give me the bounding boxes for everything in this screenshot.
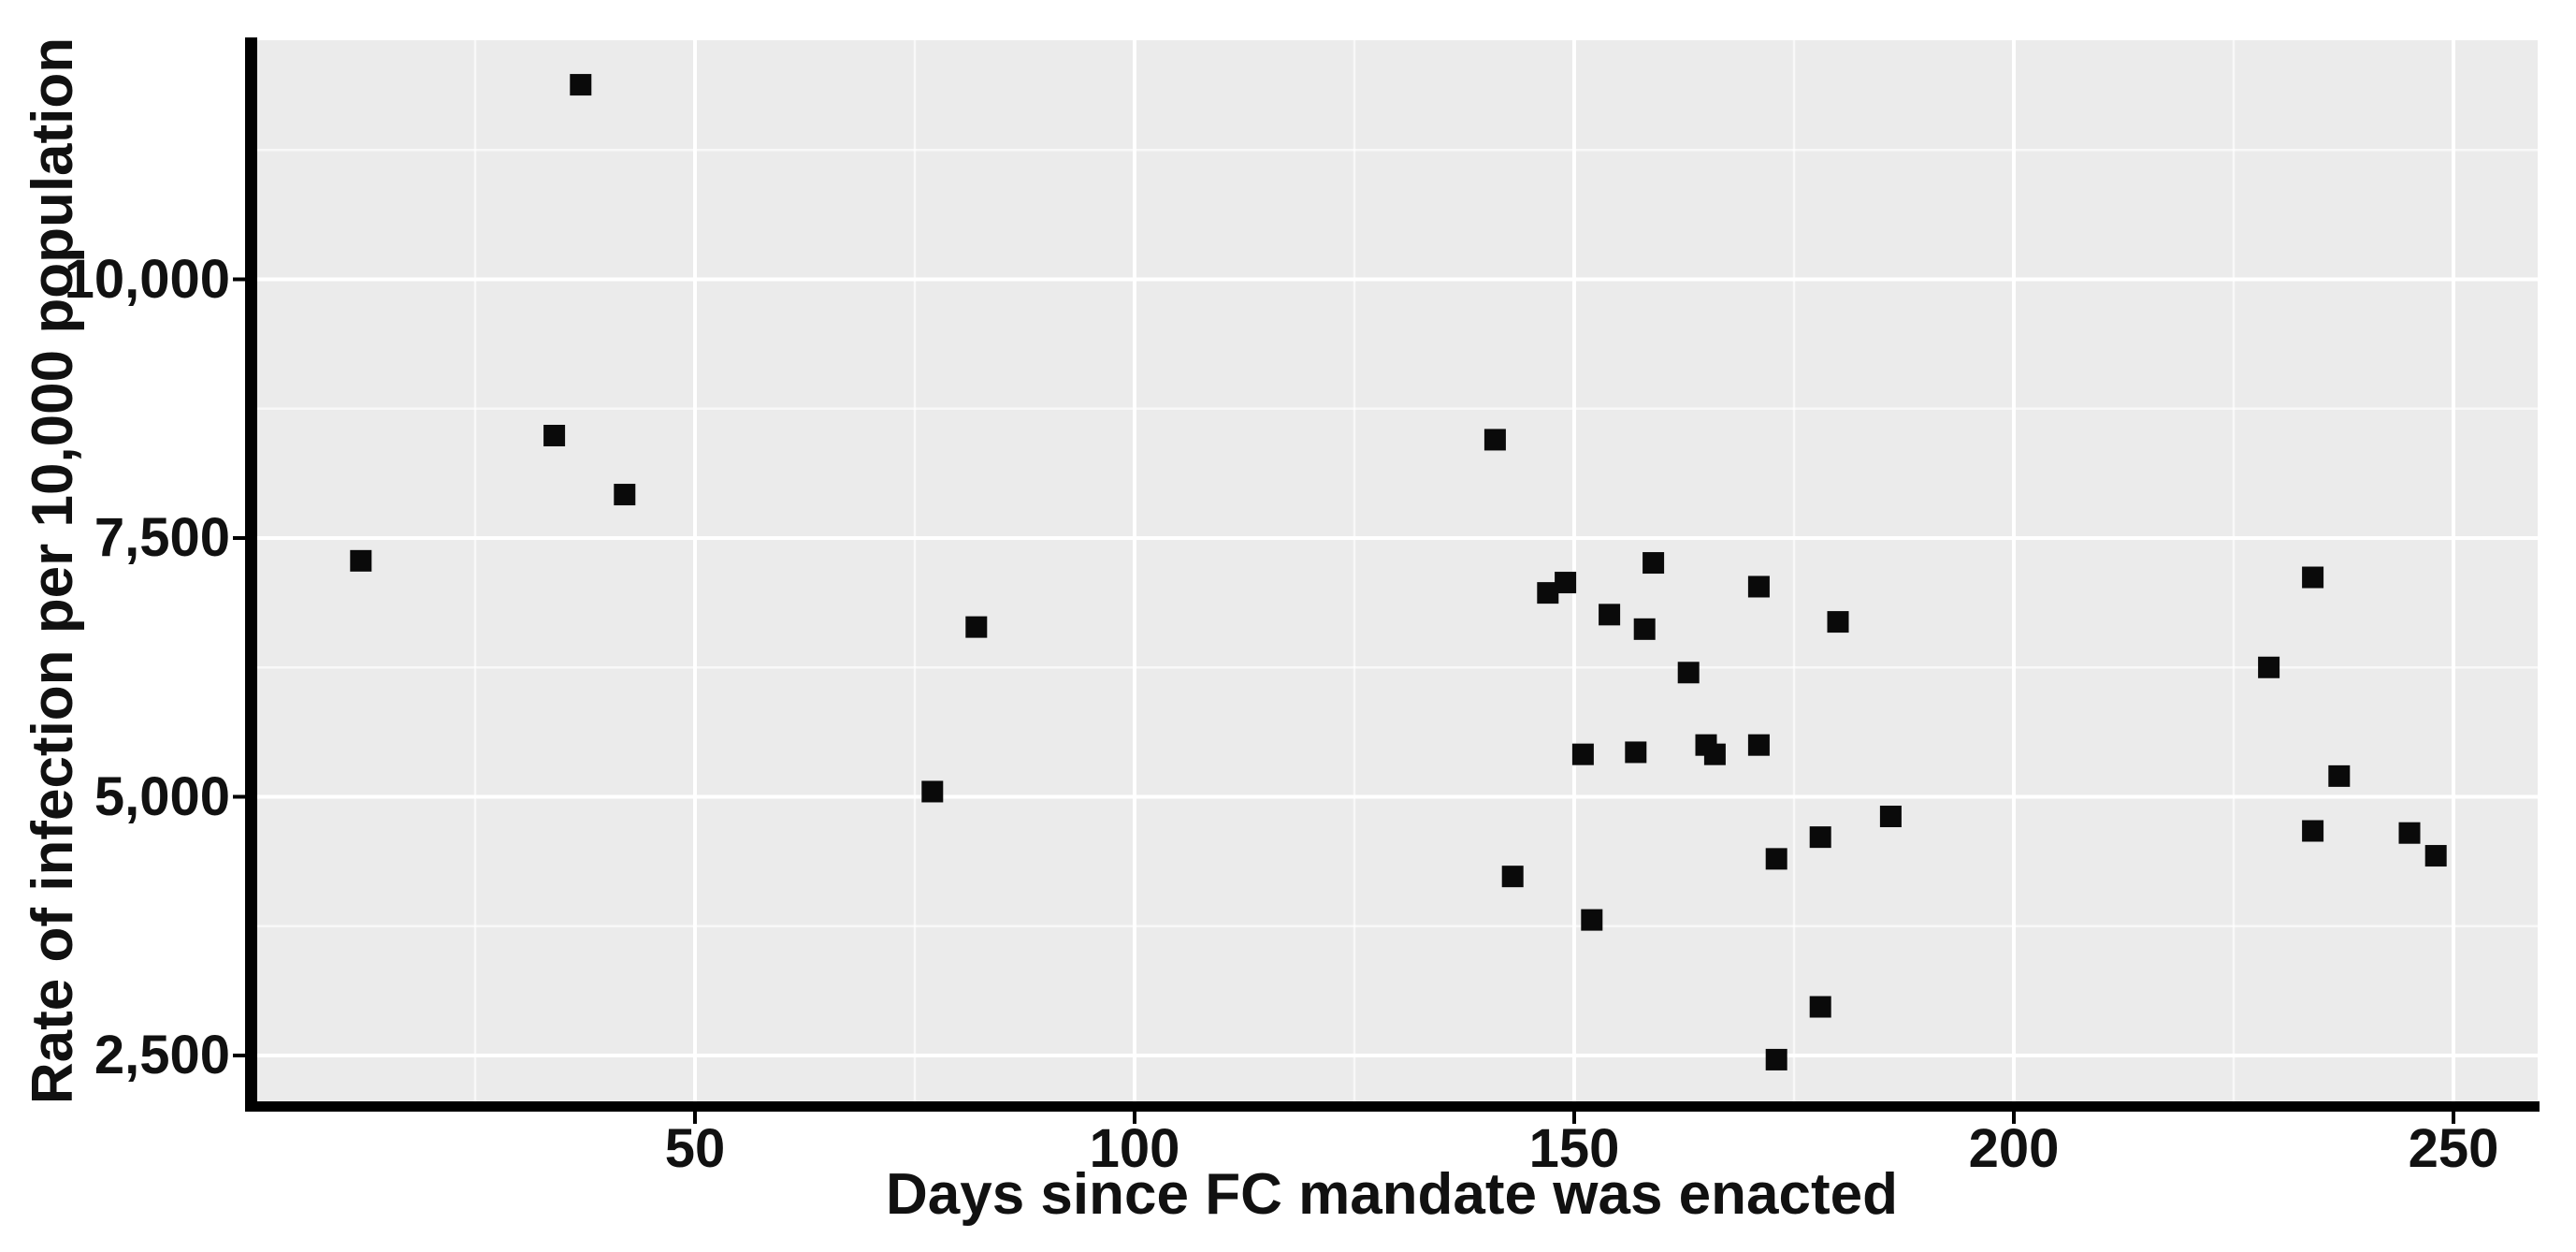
data-point [1571, 743, 1594, 765]
data-point [2398, 822, 2421, 844]
data-point [1747, 575, 1770, 598]
data-point [350, 549, 372, 572]
y-tick-mark [233, 277, 245, 282]
data-point [1703, 743, 1726, 765]
y-axis-line [245, 37, 257, 1112]
data-point [570, 74, 592, 96]
x-tick-mark [2012, 1112, 2016, 1124]
data-point [2424, 845, 2447, 867]
plot-panel [245, 40, 2538, 1101]
data-point [1555, 572, 1577, 594]
data-point [1765, 1048, 1787, 1070]
y-tick-label: 7,500 [94, 507, 230, 568]
data-point [2328, 764, 2351, 787]
x-tick-mark [2452, 1112, 2455, 1124]
data-point [1765, 848, 1787, 870]
y-axis-title: Rate of infection per 10,000 population [21, 36, 85, 1105]
x-axis-line [245, 1101, 2540, 1112]
x-tick-label: 250 [2408, 1118, 2499, 1179]
data-point [1599, 604, 1621, 626]
y-tick-mark [233, 536, 245, 540]
data-point [1483, 429, 1506, 451]
data-point [2302, 566, 2324, 589]
data-point [1633, 618, 1656, 640]
data-point [965, 616, 988, 638]
y-tick-label: 5,000 [94, 765, 230, 827]
data-point [1625, 741, 1647, 764]
y-tick-mark [233, 1054, 245, 1057]
data-point [2258, 656, 2280, 678]
y-tick-label: 10,000 [64, 248, 230, 310]
x-axis-title: Days since FC mandate was enacted [885, 1162, 1898, 1227]
data-point [614, 484, 636, 506]
data-point [1879, 806, 1902, 828]
x-tick-label: 200 [1968, 1118, 2060, 1179]
data-point [1809, 996, 1831, 1018]
data-point [921, 780, 944, 803]
x-tick-mark [1572, 1112, 1576, 1124]
y-tick-mark [233, 794, 245, 799]
data-point [2302, 820, 2324, 842]
x-tick-mark [693, 1112, 697, 1124]
x-tick-label: 100 [1089, 1118, 1180, 1179]
x-tick-mark [1133, 1112, 1136, 1124]
data-point [1677, 662, 1700, 684]
data-point [1537, 582, 1559, 604]
x-tick-label: 50 [664, 1118, 726, 1179]
data-point [1747, 734, 1770, 756]
data-point [1827, 611, 1849, 633]
data-point [1501, 866, 1524, 888]
data-point [543, 425, 566, 447]
data-point [1809, 826, 1831, 849]
x-tick-label: 150 [1528, 1118, 1620, 1179]
data-point [1581, 909, 1603, 931]
data-point [1643, 552, 1665, 575]
y-tick-label: 2,500 [94, 1025, 230, 1085]
